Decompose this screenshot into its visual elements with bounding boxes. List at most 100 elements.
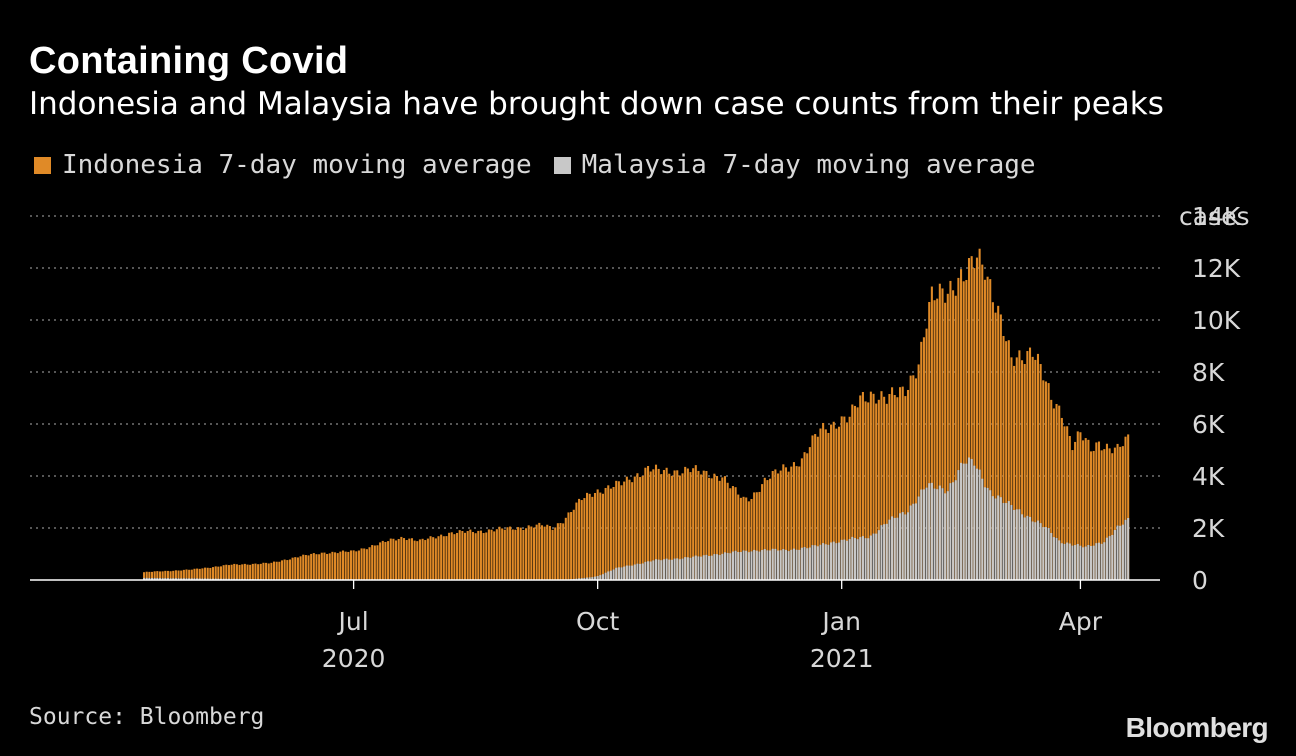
bar-indonesia [1082, 440, 1085, 580]
bar-malaysia [941, 488, 944, 580]
bar-malaysia [920, 489, 923, 580]
bar-indonesia [270, 562, 273, 580]
bar-malaysia [1013, 509, 1016, 580]
bar-indonesia [487, 529, 490, 580]
bar-indonesia [150, 571, 154, 580]
bar-malaysia [899, 513, 902, 580]
bar-indonesia [944, 302, 947, 580]
bar-indonesia [1031, 356, 1034, 580]
bar-indonesia [453, 534, 456, 580]
bar-indonesia [689, 472, 692, 580]
bar-indonesia [204, 567, 207, 580]
bar-indonesia [1111, 453, 1114, 580]
bar-malaysia [631, 565, 634, 580]
bar-malaysia [615, 567, 618, 580]
bar-indonesia [851, 404, 854, 580]
bar-indonesia [278, 561, 281, 580]
bar-malaysia [994, 498, 997, 580]
bar-indonesia [448, 532, 451, 580]
bar-indonesia [771, 471, 774, 580]
bar-indonesia [888, 394, 891, 580]
bar-malaysia [700, 556, 703, 580]
bar-indonesia [999, 314, 1002, 580]
bar-indonesia [397, 538, 400, 580]
bar-indonesia [607, 485, 610, 580]
bar-malaysia [840, 539, 843, 580]
bar-indonesia [827, 432, 830, 580]
bar-indonesia [1084, 438, 1087, 580]
bar-indonesia [1121, 446, 1124, 580]
bar-malaysia [944, 493, 947, 580]
bar-malaysia [612, 569, 615, 580]
bar-indonesia [1068, 436, 1071, 580]
bar-indonesia [466, 531, 469, 580]
bar-indonesia [347, 551, 350, 580]
bar-indonesia [429, 536, 432, 580]
bar-indonesia [692, 468, 695, 580]
bar-indonesia [535, 524, 538, 580]
bar-indonesia [710, 478, 713, 580]
bar-indonesia [978, 248, 981, 580]
bar-indonesia [1058, 405, 1061, 580]
y-tick-label: 4K [1192, 462, 1225, 491]
bar-malaysia [769, 550, 772, 580]
bar-indonesia [1013, 365, 1016, 580]
bar-malaysia [591, 577, 594, 580]
bar-indonesia [792, 462, 795, 580]
bar-malaysia [649, 561, 652, 580]
bar-indonesia [283, 559, 286, 580]
bar-malaysia [800, 547, 803, 580]
bar-indonesia [586, 492, 589, 580]
bar-malaysia [806, 548, 809, 580]
bar-indonesia [440, 534, 443, 580]
bar-indonesia [1015, 357, 1018, 580]
bar-malaysia [830, 542, 833, 580]
bar-indonesia [647, 466, 650, 580]
bar-malaysia [822, 543, 825, 580]
bar-indonesia [859, 395, 862, 580]
bar-indonesia [143, 572, 146, 580]
bar-malaysia [960, 462, 963, 580]
bar-indonesia [925, 328, 928, 580]
bar-indonesia [166, 570, 169, 580]
bar-indonesia [413, 540, 416, 580]
bar-malaysia [164, 578, 167, 580]
bar-malaysia [999, 497, 1002, 580]
bar-malaysia [1082, 547, 1085, 580]
bar-malaysia [684, 557, 687, 580]
bar-malaysia [888, 519, 891, 580]
bar-malaysia [952, 482, 955, 580]
bar-indonesia [349, 550, 352, 580]
bar-malaysia [1121, 524, 1124, 580]
bar-indonesia [705, 471, 708, 580]
bar-malaysia [670, 559, 673, 580]
bar-malaysia [1092, 545, 1095, 580]
bar-indonesia [952, 290, 955, 580]
bar-indonesia [997, 305, 1000, 580]
bar-malaysia [169, 578, 172, 580]
bar-indonesia [546, 524, 549, 580]
bar-indonesia [753, 492, 756, 580]
bar-indonesia [920, 341, 923, 580]
bar-indonesia [912, 375, 915, 580]
bar-indonesia [493, 531, 496, 580]
bar-malaysia [1076, 543, 1079, 580]
bar-indonesia [434, 538, 437, 580]
bar-malaysia [729, 553, 732, 580]
bar-indonesia [471, 531, 475, 580]
bar-indonesia [822, 422, 825, 580]
bar-indonesia [991, 302, 994, 580]
bar-malaysia [904, 514, 907, 580]
bar-indonesia [368, 547, 371, 580]
bar-indonesia [657, 468, 660, 580]
bar-indonesia [917, 364, 920, 580]
bar-indonesia [410, 538, 414, 580]
bar-malaysia [1119, 525, 1122, 580]
x-tick-label: Jul [337, 607, 369, 636]
bar-indonesia [747, 501, 750, 580]
bar-malaysia [885, 523, 888, 580]
bar-malaysia [705, 554, 708, 580]
bar-indonesia [779, 470, 782, 580]
bar-indonesia [522, 529, 525, 580]
bar-indonesia [418, 539, 421, 580]
